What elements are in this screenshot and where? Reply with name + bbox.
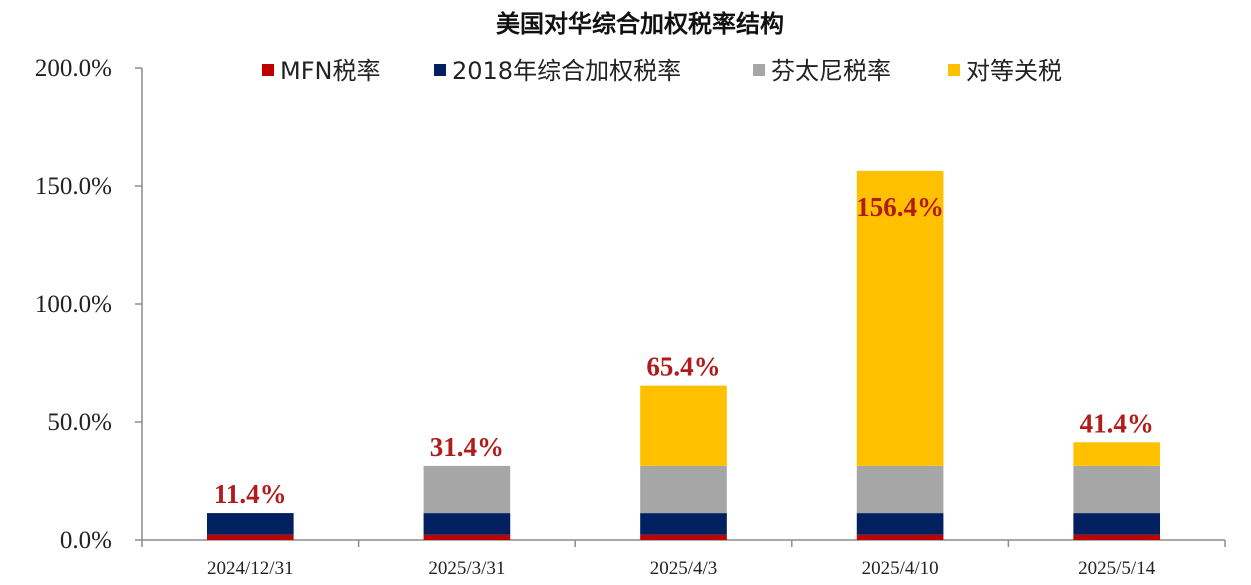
x-axis: 2024/12/31 2025/3/31 2025/4/3 2025/4/10 2025… (141, 539, 1226, 579)
bar-segment-1 (856, 534, 944, 540)
bar-segment-4 (856, 170, 944, 466)
bar-segment-4 (1073, 442, 1161, 466)
total-labels: 11.4% 31.4% 65.4% 156.4% 41.4% (214, 192, 1154, 509)
total-label: 31.4% (430, 432, 504, 462)
bar-segment-4 (640, 385, 727, 466)
bar-segment-3 (1073, 465, 1161, 514)
legend-label: MFN税率 (280, 57, 380, 85)
y-tick-label: 100.0% (35, 291, 112, 318)
total-label: 41.4% (1080, 408, 1154, 438)
total-label: 11.4% (214, 479, 287, 509)
y-tick-label: 50.0% (47, 409, 112, 436)
bar-segment-3 (640, 465, 727, 514)
bar-segment-1 (423, 534, 511, 540)
bar-segment-2 (856, 513, 944, 535)
y-tick-label: 200.0% (35, 55, 112, 82)
legend-label: 2018年综合加权税率 (452, 57, 681, 85)
legend-label: 对等关税 (966, 57, 1062, 85)
y-tick-label: 150.0% (35, 173, 112, 200)
bar-segment-3 (423, 465, 511, 514)
bar-segment-1 (1073, 534, 1161, 540)
legend-swatch (434, 64, 446, 76)
bar-segment-2 (206, 513, 294, 535)
bar-segment-1 (640, 534, 727, 540)
y-axis: 0.0% 50.0% 100.0% 150.0% 200.0% (35, 55, 143, 554)
total-label: 65.4% (646, 352, 720, 382)
x-tick-label: 2025/5/14 (1078, 558, 1156, 579)
bar-segment-3 (856, 465, 944, 514)
y-tick-label: 0.0% (60, 527, 112, 554)
bar-segment-2 (640, 513, 727, 535)
legend: MFN税率 2018年综合加权税率 芬太尼税率 对等关税 (262, 57, 1062, 85)
legend-swatch (948, 64, 960, 76)
bars (206, 170, 1161, 540)
legend-label: 芬太尼税率 (771, 57, 891, 85)
chart-title: 美国对华综合加权税率结构 (496, 10, 784, 38)
legend-swatch (262, 64, 274, 76)
x-tick-label: 2025/3/31 (428, 558, 505, 579)
bar-segment-1 (206, 534, 294, 540)
legend-swatch (753, 64, 765, 76)
total-label: 156.4% (856, 192, 944, 222)
x-tick-label: 2025/4/10 (862, 558, 939, 579)
bar-segment-2 (1073, 513, 1161, 535)
bar-segment-2 (423, 513, 511, 535)
x-tick-label: 2025/4/3 (650, 558, 718, 579)
x-tick-label: 2024/12/31 (207, 558, 294, 579)
